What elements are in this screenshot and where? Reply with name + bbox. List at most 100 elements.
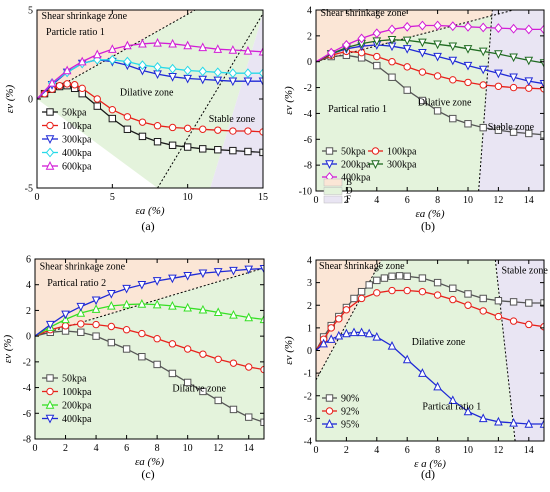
- data-point: [372, 331, 382, 341]
- series-line: [37, 42, 263, 100]
- data-point: [259, 264, 264, 274]
- data-point: [350, 294, 358, 303]
- legend-label: 100kpa: [62, 121, 92, 132]
- data-point: [61, 310, 70, 320]
- data-point: [418, 68, 427, 76]
- annotation-text: Dilative zone: [412, 337, 466, 348]
- data-point: [509, 83, 518, 92]
- data-point: [153, 62, 162, 72]
- x-tick-label: 10: [183, 443, 193, 454]
- chart-panel-1: Shear shrinkage zone Particle ratio 1 Dila…: [4, 6, 268, 234]
- data-point: [213, 268, 223, 277]
- data-point: [168, 274, 177, 284]
- data-point: [92, 320, 100, 329]
- y-tick-label: -2: [304, 391, 312, 402]
- zone-key-swatch: [323, 178, 343, 187]
- data-point: [152, 277, 162, 286]
- data-point: [449, 284, 457, 292]
- legend-swatch-marker: [325, 394, 334, 402]
- x-tick-label: 12: [213, 443, 223, 454]
- data-point: [327, 47, 336, 58]
- data-point: [463, 21, 473, 32]
- data-point: [449, 76, 457, 84]
- data-point: [418, 96, 427, 105]
- data-point: [183, 143, 192, 151]
- legend-label: 50kpa: [341, 147, 366, 158]
- data-point: [418, 48, 427, 58]
- data-point: [433, 72, 442, 80]
- y-tick-label: 0: [307, 346, 312, 357]
- data-point: [373, 61, 381, 70]
- y-tick-label: 0: [307, 57, 312, 68]
- annotation-text: Dilative zone: [418, 98, 472, 109]
- data-point: [418, 368, 427, 377]
- data-point: [45, 320, 55, 330]
- data-point: [357, 327, 366, 337]
- legend-label: 400kpa: [62, 414, 92, 425]
- data-point: [402, 354, 412, 364]
- data-point: [199, 387, 207, 396]
- data-point: [168, 141, 177, 149]
- series-50kpa: [316, 51, 544, 139]
- legend-label: 300kpa: [62, 135, 92, 146]
- legend-item: 400kpa: [42, 147, 92, 159]
- y-tick-label: 6: [26, 255, 31, 266]
- legend: 50kpa 100kpa 200kpa 300kpa 400kpa: [322, 147, 417, 184]
- data-point: [47, 78, 57, 87]
- legend-swatch-marker: [325, 160, 334, 169]
- panel-caption: (b): [421, 219, 435, 233]
- data-point: [524, 419, 534, 428]
- legend-label: 95%: [341, 420, 359, 431]
- data-point: [153, 360, 161, 369]
- zone-stable-zone: [157, 13, 263, 188]
- data-point: [91, 296, 101, 306]
- data-point: [168, 63, 177, 74]
- series-line: [35, 267, 264, 337]
- data-point: [245, 363, 253, 371]
- x-tick-label: 0: [33, 443, 38, 454]
- annotation-text: Stable zone: [488, 122, 535, 133]
- legend-swatch-marker: [325, 407, 334, 415]
- data-point: [199, 125, 207, 133]
- data-point: [108, 54, 117, 65]
- data-point: [213, 307, 223, 317]
- data-point: [463, 61, 473, 71]
- data-point: [349, 327, 359, 337]
- data-point: [478, 47, 488, 57]
- data-point: [494, 126, 503, 134]
- data-point: [123, 113, 132, 121]
- data-point: [372, 28, 381, 39]
- data-point: [433, 52, 442, 62]
- data-point: [123, 125, 132, 133]
- data-point: [509, 23, 518, 34]
- data-point: [509, 128, 518, 136]
- legend-item: 100kpa: [368, 147, 417, 158]
- data-point: [92, 332, 100, 340]
- x-tick-label: 8: [435, 445, 440, 456]
- x-tick-label: 0: [35, 192, 40, 203]
- data-point: [152, 299, 162, 309]
- data-point: [63, 80, 71, 88]
- legend-item: 95%: [322, 419, 359, 431]
- series-line: [316, 39, 544, 64]
- annotation-text: Partical ratio 1: [422, 401, 481, 412]
- data-point: [137, 281, 147, 290]
- series-line: [316, 44, 544, 85]
- data-point: [509, 73, 518, 83]
- data-point: [464, 301, 472, 309]
- data-point: [199, 145, 207, 153]
- legend-label: 400kpa: [62, 148, 92, 159]
- data-point: [509, 53, 518, 63]
- legend-item: 200kpa: [322, 160, 371, 171]
- data-point: [334, 330, 344, 340]
- zone-boundary-line: [157, 13, 263, 188]
- data-point: [107, 300, 116, 310]
- x-tick-label: 2: [344, 195, 349, 206]
- annotation-text: Shear shrinkage zone: [42, 11, 128, 22]
- legend-label: 50kpa: [62, 374, 87, 385]
- data-point: [91, 304, 101, 313]
- data-point: [243, 68, 253, 79]
- data-point: [107, 322, 116, 331]
- chart-panel-2: Shear shrinkage zone Dilative zone Partica…: [283, 6, 545, 233]
- legend-item: 200kpa: [42, 400, 92, 412]
